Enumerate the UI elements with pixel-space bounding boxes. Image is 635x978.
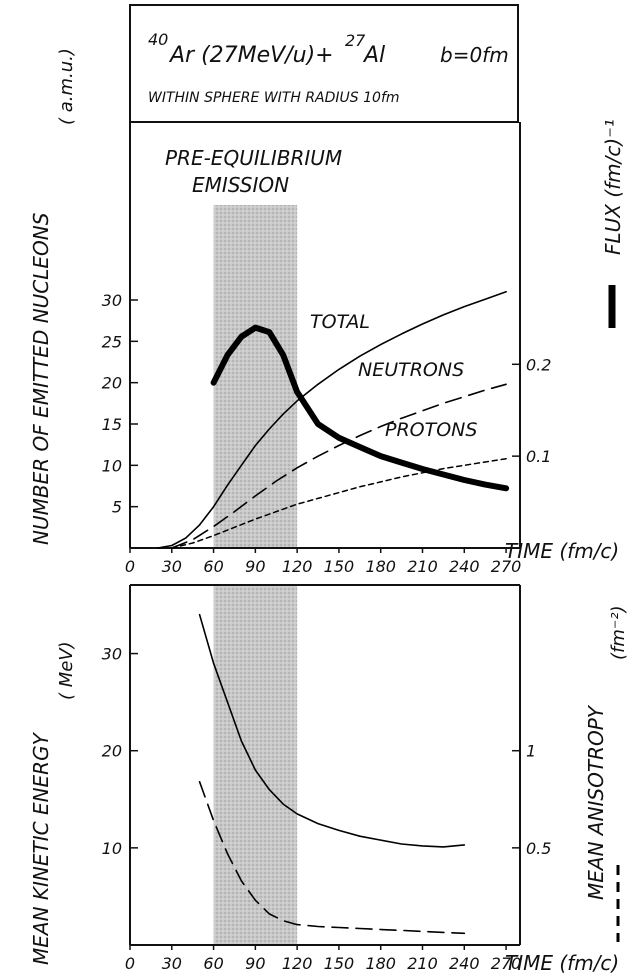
label-neutrons: NEUTRONS bbox=[358, 359, 464, 381]
y2-tick-label: 1 bbox=[526, 742, 536, 761]
x-tick-label: 180 bbox=[365, 557, 396, 576]
y-tick-label: 10 bbox=[102, 839, 122, 858]
top-right-ylabel: FLUX (fm/c)⁻¹ bbox=[601, 119, 625, 255]
top-x-ticks: 0 30 60 90 120 150 180 210 240 270 bbox=[125, 548, 521, 576]
series-line-protons bbox=[171, 457, 507, 549]
x-tick-label: 60 bbox=[203, 954, 223, 973]
x-tick-label: 30 bbox=[162, 557, 182, 576]
header-mass-a: 40 bbox=[148, 30, 168, 49]
label-protons: PROTONS bbox=[385, 419, 477, 441]
y-tick-label: 20 bbox=[102, 374, 122, 393]
annotation-line2: EMISSION bbox=[192, 173, 289, 197]
x-tick-label: 0 bbox=[125, 557, 135, 576]
label-total: TOTAL bbox=[310, 311, 370, 333]
bottom-series bbox=[198, 613, 466, 935]
top-shaded-band bbox=[213, 205, 298, 548]
series-line-flux bbox=[210, 324, 510, 492]
y2-tick-label: 0.1 bbox=[526, 447, 551, 466]
x-tick-label: 30 bbox=[162, 954, 182, 973]
x-tick-label: 240 bbox=[449, 954, 480, 973]
series-line-neutrons bbox=[171, 383, 507, 549]
bottom-left-ylabel-unit: ( MeV) bbox=[56, 641, 77, 700]
y-tick-label: 30 bbox=[102, 645, 122, 664]
top-left-ylabel-unit: ( a.m.u.) bbox=[56, 48, 77, 125]
bottom-x-ticks: 0 30 60 90 120 150 180 210 240 270 bbox=[125, 945, 521, 973]
x-tick-label: 0 bbox=[125, 954, 135, 973]
top-series bbox=[157, 290, 510, 549]
y-tick-label: 25 bbox=[102, 332, 122, 351]
series-line-kinetic-energy bbox=[198, 613, 466, 848]
x-tick-label: 180 bbox=[365, 954, 396, 973]
header-sphere-note: WITHIN SPHERE WITH RADIUS 10fm bbox=[148, 90, 400, 106]
x-tick-label: 210 bbox=[407, 557, 438, 576]
x-tick-label: 150 bbox=[324, 557, 355, 576]
x-tick-label: 90 bbox=[245, 954, 265, 973]
y-tick-label: 10 bbox=[102, 456, 122, 475]
x-tick-label: 270 bbox=[491, 557, 522, 576]
series-line-anisotropy bbox=[198, 780, 466, 935]
y-tick-label: 5 bbox=[112, 498, 122, 517]
bottom-y2-ticks: 0.51 bbox=[512, 742, 551, 858]
top-left-ylabel: NUMBER OF EMITTED NUCLEONS bbox=[29, 212, 53, 545]
x-tick-label: 270 bbox=[491, 954, 522, 973]
top-x-label: TIME (fm/c) bbox=[505, 539, 619, 563]
x-tick-label: 150 bbox=[324, 954, 355, 973]
top-chart: 0 30 60 90 120 150 180 210 240 270 5 10 15 20 25 30 0.… bbox=[29, 48, 625, 576]
x-tick-label: 210 bbox=[407, 954, 438, 973]
x-tick-label: 120 bbox=[282, 954, 313, 973]
y2-tick-label: 0.2 bbox=[526, 355, 551, 374]
header-mass-b: 27 bbox=[345, 31, 366, 50]
annotation-line1: PRE-EQUILIBRIUM bbox=[165, 146, 342, 170]
y-tick-label: 15 bbox=[102, 415, 122, 434]
header-box: 40 Ar (27MeV/u)+ 27 Al b=0fm WITHIN SPHE… bbox=[129, 4, 519, 123]
top-y-ticks: 5 10 15 20 25 30 bbox=[102, 291, 138, 517]
x-tick-label: 60 bbox=[203, 557, 223, 576]
bottom-right-ylabel: MEAN ANISOTROPY bbox=[584, 704, 608, 900]
header-reaction: Ar (27MeV/u)+ bbox=[168, 43, 334, 68]
bottom-x-label: TIME (fm/c) bbox=[505, 951, 619, 975]
top-y2-ticks: 0.1 0.2 bbox=[512, 355, 551, 466]
bottom-y-ticks: 10 20 30 bbox=[102, 645, 138, 858]
series-line-total bbox=[157, 290, 507, 549]
y-tick-label: 30 bbox=[102, 291, 122, 310]
bottom-right-ylabel-unit: (fm⁻²) bbox=[608, 605, 629, 660]
x-tick-label: 240 bbox=[449, 557, 480, 576]
header-impact: b=0fm bbox=[440, 43, 509, 67]
y2-tick-label: 0.5 bbox=[526, 839, 551, 858]
y-tick-label: 20 bbox=[102, 742, 122, 761]
header-target: Al bbox=[362, 43, 385, 68]
x-tick-label: 90 bbox=[245, 557, 265, 576]
bottom-shaded-band bbox=[213, 585, 298, 945]
bottom-left-ylabel: MEAN KINETIC ENERGY bbox=[29, 731, 53, 965]
x-tick-label: 120 bbox=[282, 557, 313, 576]
